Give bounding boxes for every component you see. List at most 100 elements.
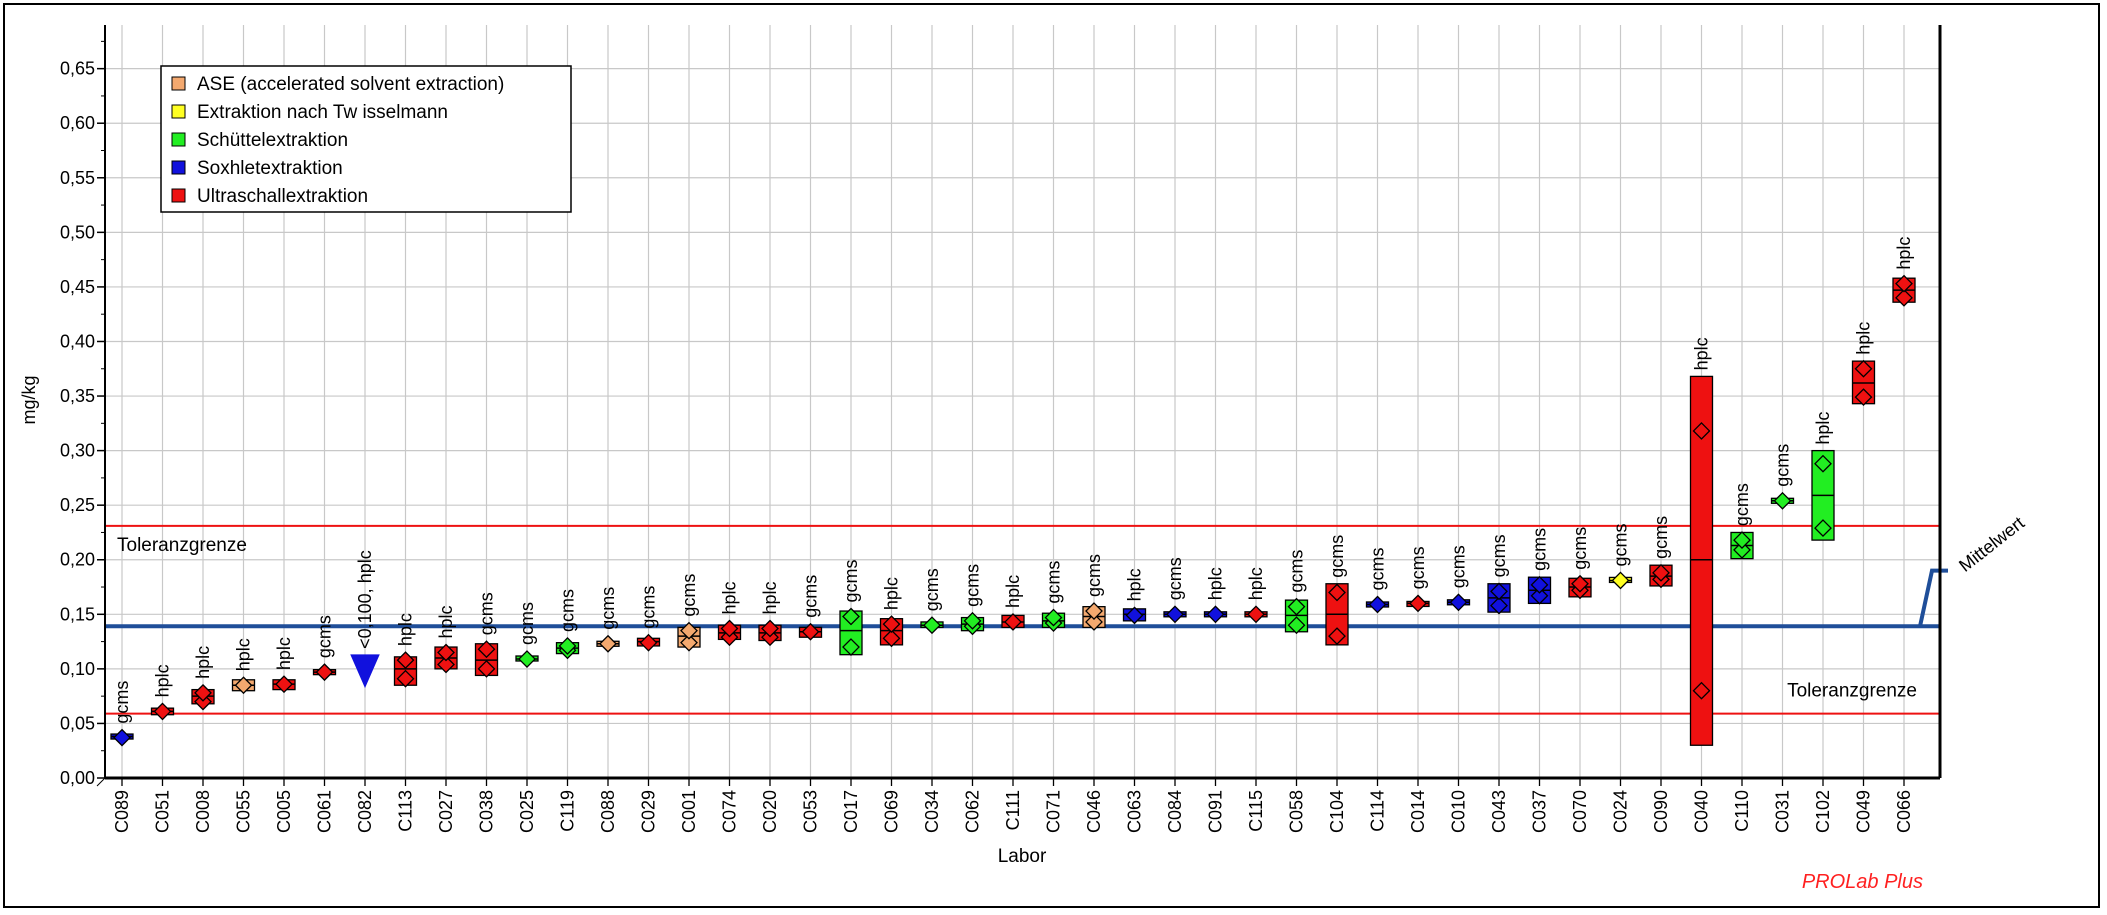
y-tick-label: 0,45 [60, 277, 95, 297]
lab-c115: hplc [1244, 567, 1268, 624]
data-point [1287, 597, 1306, 616]
x-axis-label: Labor [998, 846, 1047, 867]
y-tick-label: 0,50 [60, 222, 95, 242]
method-label: gcms [801, 575, 821, 618]
lab-c063: hplc [1122, 568, 1147, 625]
legend-swatch [171, 160, 186, 175]
data-point [963, 611, 982, 630]
lab-c027: hplc [434, 605, 458, 674]
y-tick-label: 0,60 [60, 113, 95, 133]
x-tick-label: C070 [1570, 790, 1590, 833]
x-tick-label: C071 [1044, 790, 1064, 833]
chart-frame: Mittelwert Toleranzgrenze Toleranzgrenze g… [3, 3, 2100, 908]
legend-swatch [171, 132, 186, 147]
x-tick-label: C038 [477, 790, 497, 833]
lab-c046: gcms [1082, 554, 1106, 631]
lab-c102: hplc [1811, 412, 1835, 541]
lab-c031: gcms [1770, 444, 1795, 510]
lab-c058: gcms [1284, 550, 1309, 635]
method-label: gcms [963, 564, 983, 607]
lab-c113: hplc [393, 613, 418, 688]
x-tick-label: C114 [1368, 790, 1388, 832]
x-tick-label: C089 [112, 790, 132, 833]
method-label: gcms [841, 559, 861, 602]
data-point [1328, 627, 1346, 646]
x-tick-label: C111 [1003, 790, 1023, 830]
data-point [437, 643, 455, 662]
x-tick-label: C040 [1692, 790, 1712, 833]
lab-c043: gcms [1487, 534, 1511, 615]
x-tick-label: C027 [436, 790, 456, 833]
data-point [396, 669, 415, 688]
data-point [113, 728, 131, 747]
data-point [680, 621, 698, 640]
legend-swatch [171, 104, 186, 119]
method-label: gcms [1287, 550, 1307, 593]
legend-label: Extraktion nach Tw isselmann [197, 102, 448, 123]
method-label: gcms [1773, 444, 1793, 487]
data-point [1328, 583, 1346, 602]
data-point [842, 638, 860, 656]
lab-c010: gcms [1446, 545, 1471, 612]
method-label: gcms [1611, 523, 1631, 566]
method-label: gcms [1651, 516, 1671, 559]
x-tick-label: C058 [1287, 790, 1307, 833]
lab-c084: gcms [1163, 557, 1187, 624]
censored-marker [350, 654, 380, 689]
data-point [1490, 582, 1508, 601]
x-tick-label: C024 [1611, 790, 1631, 833]
data-point [1530, 586, 1549, 605]
lab-c061: gcms [312, 615, 337, 682]
data-point [1044, 608, 1063, 627]
data-point [1814, 454, 1832, 473]
data-point [1692, 422, 1711, 440]
x-tick-label: C082 [355, 790, 375, 833]
method-label: gcms [1489, 534, 1509, 577]
method-label: hplc [1003, 575, 1023, 608]
data-point [315, 663, 334, 682]
x-tick-label: C049 [1854, 790, 1874, 833]
method-label: gcms [679, 574, 699, 617]
data-point [1449, 593, 1468, 612]
lab-c051: hplc [150, 664, 175, 721]
x-tick-label: C119 [558, 790, 578, 832]
x-tick-label: C091 [1206, 790, 1226, 833]
x-tick-label: C008 [193, 790, 213, 833]
method-label: gcms [112, 681, 132, 724]
method-label: gcms [1044, 561, 1064, 604]
data-point [1854, 388, 1873, 407]
lab-c040: hplc [1689, 337, 1714, 746]
lab-c089: gcms [110, 681, 134, 747]
y-tick-label: 0,40 [60, 331, 95, 351]
data-point [1368, 595, 1387, 614]
lab-c024: gcms [1608, 523, 1633, 590]
method-label: hplc [193, 646, 213, 679]
data-point [1206, 605, 1225, 624]
lab-c114: gcms [1365, 547, 1390, 614]
method-label: hplc [1894, 237, 1914, 270]
lab-c049: hplc [1851, 322, 1876, 407]
method-label: gcms [558, 589, 578, 632]
x-tick-label: C025 [517, 790, 537, 833]
x-tick-label: C020 [760, 790, 780, 833]
legend-label: Schüttelextraktion [197, 130, 348, 151]
data-point [1085, 602, 1103, 620]
y-tick-label: 0,30 [60, 441, 95, 461]
range-box [1689, 375, 1714, 746]
lab-c001: gcms [677, 574, 701, 652]
x-tick-label: C104 [1327, 790, 1347, 833]
lower-tolerance-label: Toleranzgrenze [1787, 681, 1917, 702]
data-point [1854, 359, 1873, 378]
data-point [680, 633, 698, 652]
legend-swatch [171, 188, 186, 203]
method-label: <0,100, hplc [355, 550, 375, 649]
data-point [639, 633, 658, 652]
x-tick-label: C069 [882, 790, 902, 833]
axes: 0,00 0,05 0,10 0,15 0,20 0,25 0,30 0,35 0,40 0,45… [60, 25, 1942, 833]
x-tick-label: C034 [922, 790, 942, 833]
x-tick-label: C051 [153, 790, 173, 833]
data-point [558, 637, 577, 655]
lab-c069: hplc [879, 577, 904, 648]
y-tick-label: 0,65 [60, 59, 95, 79]
x-tick-label: C031 [1773, 790, 1793, 833]
